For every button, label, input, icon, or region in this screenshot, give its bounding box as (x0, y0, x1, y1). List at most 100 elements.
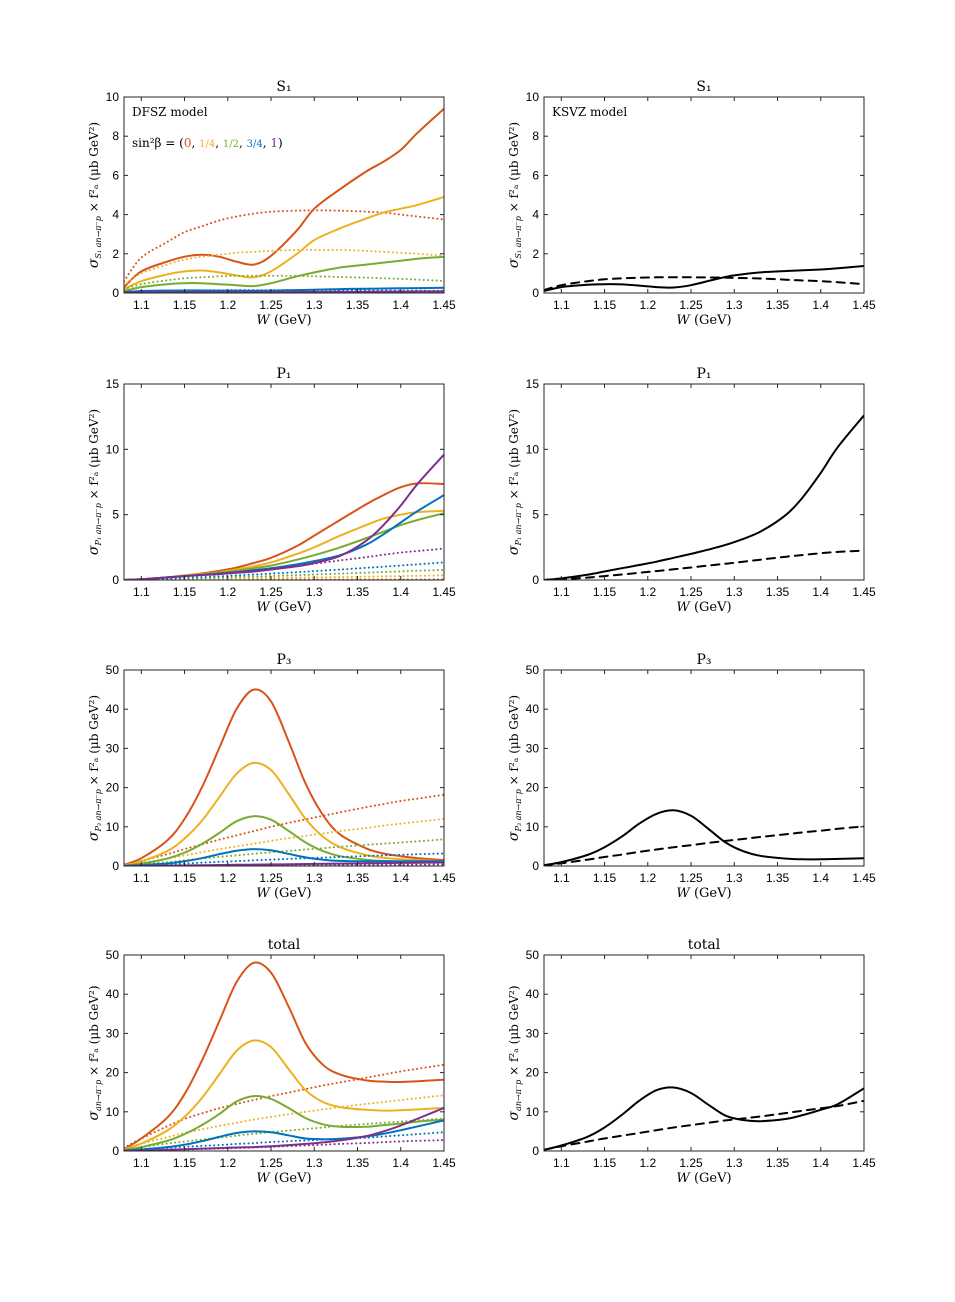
ksvz-p1-x-tick-label: 1.15 (593, 585, 617, 599)
ksvz-p1-y-tick-label: 5 (532, 508, 539, 522)
legend-value: 3/4 (247, 139, 263, 150)
y-axis-subscript: P₁ an→π⁻p (514, 503, 523, 546)
ksvz-total-y-tick-label: 40 (526, 987, 540, 1001)
dfsz-total-x-tick-label: 1.15 (173, 1156, 197, 1170)
ksvz-p3-y-tick-label: 40 (526, 702, 540, 716)
ksvz-p3-y-tick-label: 10 (526, 820, 540, 834)
ksvz-s1-title: S₁ (696, 79, 711, 95)
ksvz-total-x-tick-label: 1.2 (639, 1156, 656, 1170)
y-axis-symbol: σ (506, 545, 522, 555)
dfsz-p1-series-4-solid-line (124, 512, 444, 580)
ksvz-total-y-tick-label: 10 (526, 1105, 540, 1119)
dfsz-p3-series-9-dotted-line (124, 863, 444, 866)
ksvz-p3-x-tick-label: 1.35 (766, 871, 790, 885)
ksvz-total-series-0-solid-line (544, 1086, 864, 1151)
ksvz-p1-y-tick-label: 0 (532, 573, 539, 587)
ksvz-s1-y-axis-label: σS₁ an→π⁻p × f²ₐ (μb GeV²) (506, 122, 523, 268)
ksvz-total-x-tick-label: 1.45 (852, 1156, 876, 1170)
ksvz-p1-panel: 1.1 1.15 1.2 1.25 1.3 1.35 1.4 1.45 0 5 10 15 P₁ W (G… (506, 366, 876, 615)
ksvz-p1-y-tick-label: 10 (526, 442, 540, 456)
ksvz-s1-x-tick-label: 1.2 (639, 298, 656, 312)
ksvz-total-x-axis-label: W (GeV) (676, 1171, 731, 1186)
y-axis-symbol: σ (86, 831, 102, 841)
dfsz-p1-y-tick-label: 15 (106, 377, 120, 391)
dfsz-total-x-tick-label: 1.2 (219, 1156, 236, 1170)
ksvz-p1-series-0-solid-line (544, 414, 864, 580)
ksvz-s1-x-tick-label: 1.45 (852, 298, 876, 312)
dfsz-s1-x-tick-label: 1.4 (392, 298, 409, 312)
x-axis-variable: W (256, 886, 271, 901)
ksvz-p1-x-tick-label: 1.3 (726, 585, 743, 599)
dfsz-p3-series-group (124, 688, 444, 866)
ksvz-s1-x-tick-label: 1.4 (812, 298, 829, 312)
dfsz-p1-series-group (124, 453, 444, 580)
ksvz-p3-x-tick-label: 1.25 (679, 871, 703, 885)
dfsz-total-x-tick-label: 1.1 (133, 1156, 150, 1170)
y-axis-subscript: P₁ an→π⁻p (94, 503, 103, 546)
dfsz-total-y-tick-label: 10 (106, 1105, 120, 1119)
ksvz-s1-x-tick-label: 1.25 (679, 298, 703, 312)
ksvz-total-x-tick-label: 1.4 (812, 1156, 829, 1170)
ksvz-p3-x-axis-label: W (GeV) (676, 886, 731, 901)
dfsz-p3-x-tick-label: 1.15 (173, 871, 197, 885)
dfsz-p1-title: P₁ (276, 366, 291, 382)
ksvz-model-note: KSVZ model (552, 105, 627, 119)
x-axis-unit: (GeV) (694, 886, 732, 901)
ksvz-p3-x-tick-label: 1.1 (553, 871, 570, 885)
dfsz-total-x-tick-label: 1.3 (306, 1156, 323, 1170)
dfsz-s1-x-tick-label: 1.2 (219, 298, 236, 312)
dfsz-p3-y-tick-label: 20 (106, 781, 120, 795)
dfsz-s1-x-tick-label: 1.15 (173, 298, 197, 312)
dfsz-p1-y-tick-label: 5 (112, 508, 119, 522)
dfsz-total-series-6-solid-line (124, 1119, 444, 1151)
ksvz-p1-series-1-dashed-line (544, 549, 864, 580)
dfsz-total-x-tick-label: 1.45 (432, 1156, 456, 1170)
ksvz-total-title: total (688, 937, 721, 953)
legend-lhs: sin²β = ( (132, 136, 184, 150)
y-axis-symbol: σ (506, 1111, 522, 1121)
dfsz-total-series-4-solid-line (124, 1095, 444, 1151)
ksvz-p1-title: P₁ (696, 366, 711, 382)
ksvz-p1-y-tick-label: 15 (526, 377, 540, 391)
x-axis-variable: W (256, 1171, 271, 1186)
ksvz-s1-x-tick-label: 1.35 (766, 298, 790, 312)
dfsz-p1-y-tick-label: 10 (106, 442, 120, 456)
ksvz-p3-y-tick-label: 50 (526, 663, 540, 677)
dfsz-s1-y-tick-label: 6 (112, 168, 119, 182)
dfsz-p3-x-tick-label: 1.35 (346, 871, 370, 885)
dfsz-p1-x-tick-label: 1.1 (133, 585, 150, 599)
x-axis-variable: W (256, 600, 271, 615)
y-axis-symbol: σ (86, 258, 102, 268)
dfsz-s1-x-tick-label: 1.3 (306, 298, 323, 312)
ksvz-p1-x-tick-label: 1.1 (553, 585, 570, 599)
ksvz-total-x-tick-label: 1.1 (553, 1156, 570, 1170)
y-axis-suffix: × f²ₐ (μb GeV²) (507, 695, 521, 789)
dfsz-s1-series-2-solid-line (124, 196, 444, 291)
dfsz-total-y-tick-label: 50 (106, 948, 120, 962)
x-axis-variable: W (676, 886, 691, 901)
ksvz-p3-x-tick-label: 1.4 (812, 871, 829, 885)
dfsz-total-panel: 1.1 1.15 1.2 1.25 1.3 1.35 1.4 1.45 0 10 20 30 40 50 t… (86, 937, 456, 1186)
dfsz-s1-series-0-solid-line (124, 107, 444, 289)
x-axis-unit: (GeV) (274, 886, 312, 901)
legend-value: 1/2 (223, 139, 239, 150)
dfsz-p3-x-axis-label: W (GeV) (256, 886, 311, 901)
y-axis-subscript: P₃ an→π⁻p (514, 789, 523, 832)
dfsz-p1-x-tick-label: 1.15 (173, 585, 197, 599)
ksvz-s1-series-group (544, 265, 864, 292)
ksvz-p1-x-tick-label: 1.4 (812, 585, 829, 599)
ksvz-p3-x-tick-label: 1.15 (593, 871, 617, 885)
dfsz-total-title: total (268, 937, 301, 953)
ksvz-s1-x-tick-label: 1.3 (726, 298, 743, 312)
ksvz-total-y-tick-label: 0 (532, 1144, 539, 1158)
dfsz-s1-x-tick-label: 1.25 (259, 298, 283, 312)
ksvz-p3-axes-frame (543, 669, 865, 867)
ksvz-s1-y-tick-label: 4 (532, 208, 539, 222)
x-axis-variable: W (676, 313, 691, 328)
dfsz-p1-x-tick-label: 1.3 (306, 585, 323, 599)
dfsz-total-series-2-solid-line (124, 1039, 444, 1151)
y-axis-subscript: S₁ an→π⁻p (94, 216, 103, 258)
ksvz-total-y-tick-label: 20 (526, 1066, 540, 1080)
y-axis-subscript: an→π⁻p (514, 1080, 523, 1111)
